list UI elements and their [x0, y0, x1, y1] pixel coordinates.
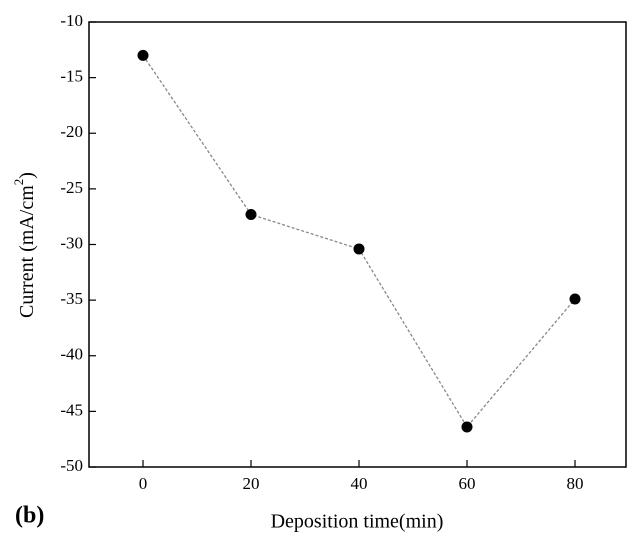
- y-tick-label: -10: [60, 11, 83, 30]
- y-axis-label: Current (mA/cm2): [11, 172, 38, 318]
- series-line: [142, 55, 576, 429]
- y-tick-label: -30: [60, 233, 83, 252]
- data-point: [245, 208, 257, 220]
- data-point: [569, 293, 581, 305]
- x-tick-label: 60: [459, 474, 476, 493]
- x-axis-label: Deposition time(min): [271, 511, 444, 533]
- x-tick-label: 40: [351, 474, 368, 493]
- panel-label: (b): [15, 503, 44, 529]
- x-tick-label: 0: [139, 474, 148, 493]
- y-label-main: Current (mA/cm: [16, 185, 38, 318]
- y-tick-label: -15: [60, 67, 83, 86]
- data-point: [461, 421, 473, 433]
- y-label-end: ): [16, 172, 38, 179]
- y-tick-label: -50: [60, 456, 83, 475]
- y-tick-label: -35: [60, 289, 83, 308]
- x-tick-label: 80: [567, 474, 584, 493]
- y-tick-label: -25: [60, 178, 83, 197]
- y-tick-label: -20: [60, 122, 83, 141]
- y-tick-label: -40: [60, 345, 83, 364]
- data-point: [137, 49, 149, 61]
- x-tick-label: 20: [243, 474, 260, 493]
- data-point: [353, 243, 365, 255]
- y-tick-label: -45: [60, 400, 83, 419]
- y-label-sup: 2: [11, 179, 26, 186]
